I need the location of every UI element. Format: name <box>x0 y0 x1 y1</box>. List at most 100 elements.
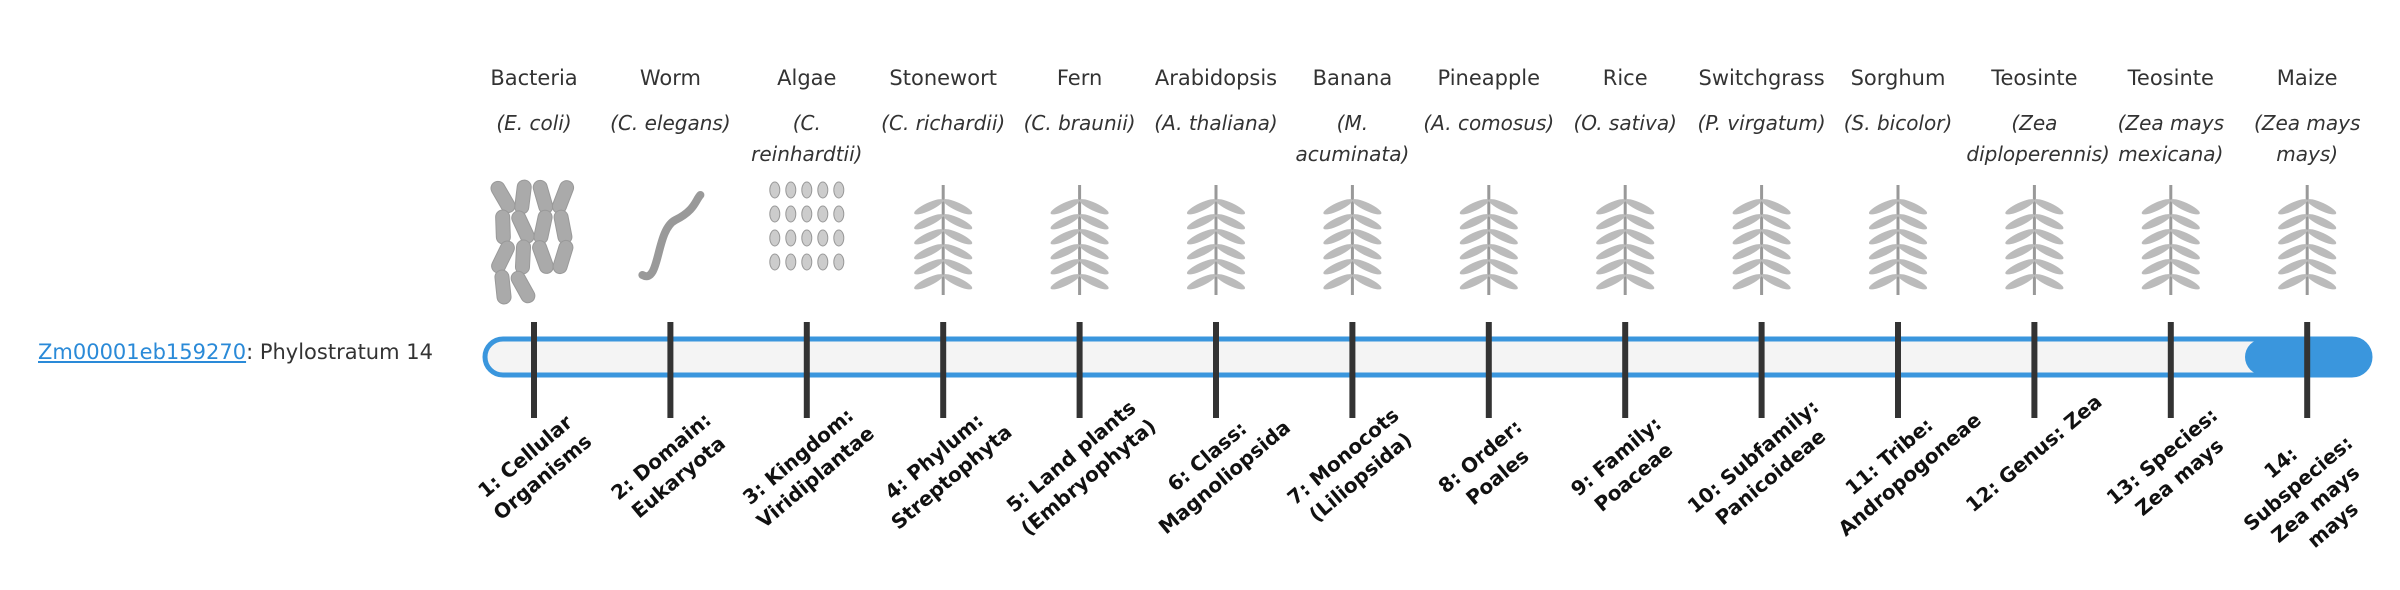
icon-part <box>785 253 797 271</box>
icon-part <box>1732 259 1762 275</box>
icon-part <box>1596 244 1626 260</box>
icon-part <box>1459 259 1489 275</box>
icon-part <box>2278 229 2308 245</box>
organism-name: Banana <box>1312 66 1393 90</box>
icon-part <box>1323 214 1353 230</box>
icon-part <box>552 239 574 275</box>
icon-part <box>2141 214 2171 230</box>
icon-part <box>785 181 797 199</box>
organism-icon <box>1186 185 1246 295</box>
icon-part <box>1215 259 1246 275</box>
icon-part <box>833 205 845 223</box>
icon-part <box>914 214 944 230</box>
icon-part <box>1050 274 1080 290</box>
icon-part <box>1323 259 1353 275</box>
organism-name: Fern <box>1056 66 1103 90</box>
organism-icon <box>1050 185 1109 295</box>
icon-part <box>2034 229 2064 245</box>
icon-part <box>1868 274 1899 290</box>
icon-part <box>833 181 845 199</box>
icon-part <box>1352 199 1382 215</box>
icon-part <box>2278 274 2308 290</box>
organism-icon <box>2278 185 2337 295</box>
icon-part <box>2170 199 2200 215</box>
icon-part <box>1352 244 1382 260</box>
icon-part <box>817 181 829 199</box>
icon-part <box>1050 229 1080 245</box>
icon-part <box>1868 214 1899 230</box>
icon-part <box>1897 274 1928 290</box>
icon-part <box>2034 274 2064 290</box>
organism-name: Stonewort <box>889 66 997 90</box>
icon-part <box>833 229 845 247</box>
icon-part <box>510 270 536 304</box>
icon-part <box>943 214 973 230</box>
icon-part <box>914 244 944 260</box>
organism-icon <box>2005 185 2064 295</box>
timeline-bar <box>482 336 2373 378</box>
organism-name: Switchgrass <box>1698 66 1825 90</box>
icon-part <box>1761 199 1791 215</box>
icon-part <box>785 205 797 223</box>
icon-part <box>1186 214 1217 230</box>
organism-species: (C. elegans) <box>610 111 731 135</box>
icon-part <box>801 205 813 223</box>
icon-part <box>2307 199 2337 215</box>
icon-part <box>1897 199 1928 215</box>
icon-part <box>1732 199 1762 215</box>
organism-species: (P. virgatum) <box>1697 111 1826 135</box>
organism-icon <box>1323 185 1382 295</box>
icon-part <box>1459 199 1489 215</box>
icon-part <box>1352 229 1382 245</box>
organism-name: Rice <box>1602 66 1648 90</box>
icon-part <box>1459 244 1489 260</box>
icon-part <box>1732 214 1762 230</box>
icon-part <box>2141 199 2171 215</box>
icon-part <box>1596 229 1626 245</box>
icon-part <box>2170 229 2200 245</box>
icon-part <box>553 209 573 245</box>
icon-part <box>1761 244 1791 260</box>
icon-part <box>1596 259 1626 275</box>
icon-part <box>914 259 944 275</box>
icon-part <box>490 180 516 214</box>
icon-part <box>494 269 512 305</box>
icon-part <box>943 259 973 275</box>
icon-part <box>1186 199 1217 215</box>
icon-part <box>914 199 944 215</box>
organism-species: (S. bicolor) <box>1843 111 1953 135</box>
icon-part <box>1323 274 1353 290</box>
organism-icon <box>1596 185 1655 295</box>
organism-species: (O. sativa) <box>1573 111 1677 135</box>
icon-part <box>1868 199 1899 215</box>
icon-part <box>769 181 781 199</box>
organism-species: (C. braunii) <box>1023 111 1136 135</box>
icon-part <box>2141 274 2171 290</box>
icon-part <box>1732 274 1762 290</box>
icon-part <box>1352 214 1382 230</box>
icon-part <box>1732 244 1762 260</box>
icon-part <box>914 229 944 245</box>
icon-part <box>1050 259 1080 275</box>
icon-part <box>514 179 532 215</box>
organism-name: Sorghum <box>1850 66 1946 90</box>
icon-part <box>1079 244 1109 260</box>
icon-part <box>785 229 797 247</box>
organism-icon <box>1459 185 1518 295</box>
icon-part <box>1215 244 1246 260</box>
icon-part <box>2307 259 2337 275</box>
organism-icon <box>1868 185 1928 295</box>
icon-part <box>1215 274 1246 290</box>
organism-icon <box>1732 185 1791 295</box>
icon-part <box>1625 199 1655 215</box>
gene-link[interactable]: Zm00001eb159270 <box>38 340 247 364</box>
organism-icon <box>638 191 705 281</box>
organism-species: (Zea mays mays) <box>2253 111 2361 166</box>
organism-name: Worm <box>639 66 701 90</box>
icon-part <box>1488 274 1518 290</box>
icon-part <box>1488 229 1518 245</box>
icon-part <box>2170 214 2200 230</box>
icon-part <box>1079 229 1109 245</box>
